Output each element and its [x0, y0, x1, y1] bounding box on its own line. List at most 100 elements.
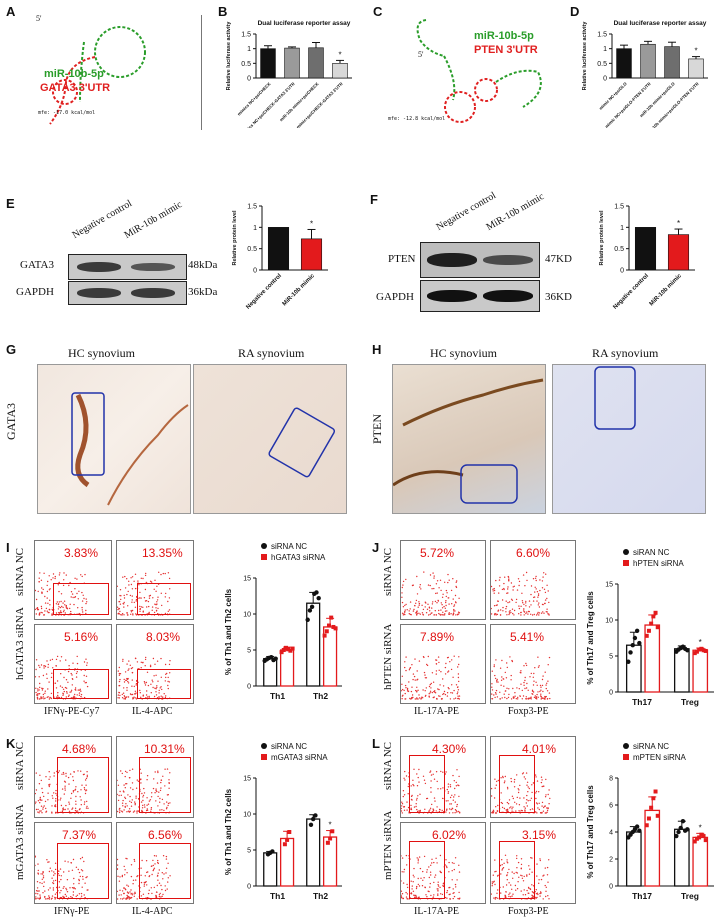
chart-f: 0 0.5 1 1.5 Relative protein level Negative c… [599, 204, 695, 311]
chart-text: Th2 [313, 891, 328, 901]
bar [634, 227, 657, 271]
data-point [644, 823, 649, 828]
flow-plot [400, 540, 486, 620]
chart-text: 0 [247, 684, 251, 691]
bar [688, 58, 704, 79]
micrograph-hc-gata3 [37, 364, 191, 514]
chart-text: 8 [609, 776, 613, 783]
chart-text: Th1 [270, 891, 285, 901]
blot-pten [420, 242, 540, 278]
chart-text: * [694, 47, 697, 56]
data-point [279, 650, 284, 655]
chart-text: * [699, 638, 702, 647]
flow-percentage: 7.89% [420, 630, 455, 644]
legend-marker [623, 560, 629, 566]
bar [267, 227, 290, 271]
bar [625, 831, 642, 887]
chart-text: Th17 [632, 891, 652, 901]
axis-label: IL-4-APC [132, 706, 173, 717]
chart-text: mGATA3 siRNA [271, 753, 328, 762]
chart-text: mimic NC+psiGLO-PTEN 3'UTR [604, 81, 652, 128]
chart-text: 0.5 [614, 246, 624, 253]
legend-marker [623, 754, 629, 760]
chart-text: 2 [609, 857, 613, 864]
data-point [697, 647, 702, 652]
flow-plot [116, 624, 194, 704]
data-point [325, 840, 330, 845]
flow-plot [116, 540, 194, 620]
chart-text: MiR-10b mimic [282, 273, 317, 308]
data-point [282, 842, 287, 847]
chart-text: 15 [243, 576, 251, 583]
chart-text: Relative protein level [599, 210, 605, 265]
bar [322, 836, 338, 887]
chart-text: 1.5 [614, 204, 624, 211]
chart-text: siRNA NC [271, 742, 307, 751]
legend-marker [261, 754, 267, 760]
divider [201, 15, 202, 130]
chart-text: * [338, 50, 341, 59]
mfe-label-c: mfe: -12.8 kcal/mol [388, 116, 446, 122]
chart-text: 0.5 [597, 61, 607, 68]
chart-text: Dual luciferase reporter assay [614, 20, 707, 27]
data-point [692, 839, 697, 844]
bar [284, 47, 300, 79]
axis-label: Foxp3-PE [508, 906, 549, 917]
flow-percentage: 5.16% [64, 630, 99, 644]
data-point [314, 590, 319, 595]
bar [279, 837, 295, 887]
panel-label-b: B [218, 4, 228, 19]
flow-plot [490, 624, 576, 704]
flow-percentage: 8.03% [146, 630, 181, 644]
data-point [685, 648, 690, 653]
bar [640, 43, 656, 79]
target-label-c: PTEN 3'UTR [474, 44, 538, 56]
data-point [634, 628, 640, 633]
chart-text: 15 [605, 582, 613, 589]
data-point [310, 816, 316, 822]
flow-percentage: 13.35% [142, 546, 183, 560]
data-point [328, 836, 333, 841]
chart-text: Dual luciferase reporter assay [258, 20, 351, 27]
flow-plot [116, 736, 194, 818]
panel-label-f: F [370, 192, 378, 207]
data-point [330, 829, 335, 834]
protein-label: GAPDH [376, 291, 414, 303]
legend-marker [261, 543, 267, 549]
data-point [333, 626, 338, 631]
data-point [653, 610, 658, 615]
panel-label-l: L [372, 736, 380, 751]
data-point [288, 648, 293, 653]
flow-percentage: 4.30% [432, 742, 467, 756]
data-point [653, 789, 658, 794]
bar [260, 48, 276, 79]
data-point [283, 645, 288, 650]
data-point [329, 615, 334, 620]
row-label: siRNA NC [382, 742, 394, 790]
bar [667, 234, 690, 271]
size-label: 48kDa [188, 259, 218, 271]
chart-k: 0 5 10 15 % of Th1 and Th2 cells siRNA NC mGAT… [224, 742, 342, 901]
chart-b: Dual luciferase reporter assay 0 0.5 1 1.5 Re… [226, 20, 352, 128]
axis-label: IFNγ-PE-Cy7 [44, 706, 100, 717]
data-point [649, 805, 654, 810]
micrograph-ra-pten [552, 364, 706, 514]
flow-percentage: 5.41% [510, 630, 545, 644]
chart-text: Negative control [612, 273, 650, 311]
chart-text: Treg [681, 697, 699, 707]
flow-plot [34, 736, 112, 818]
chart-text: 0 [609, 884, 613, 891]
flow-plot [400, 822, 486, 904]
legend-marker [261, 743, 267, 749]
row-label: siRNA NC [14, 742, 26, 790]
chart-text: 0.5 [241, 61, 251, 68]
data-point [626, 659, 631, 664]
chart-text: Th17 [632, 697, 652, 707]
flow-plot [34, 822, 112, 904]
data-point [307, 608, 313, 613]
row-label: hGATA3 siRNA [14, 607, 26, 680]
chart-text: MiR-10b mimic [649, 273, 684, 308]
data-point [701, 648, 706, 653]
chart-text: hPTEN siRNA [633, 559, 684, 568]
chart-text: 0 [620, 268, 624, 275]
